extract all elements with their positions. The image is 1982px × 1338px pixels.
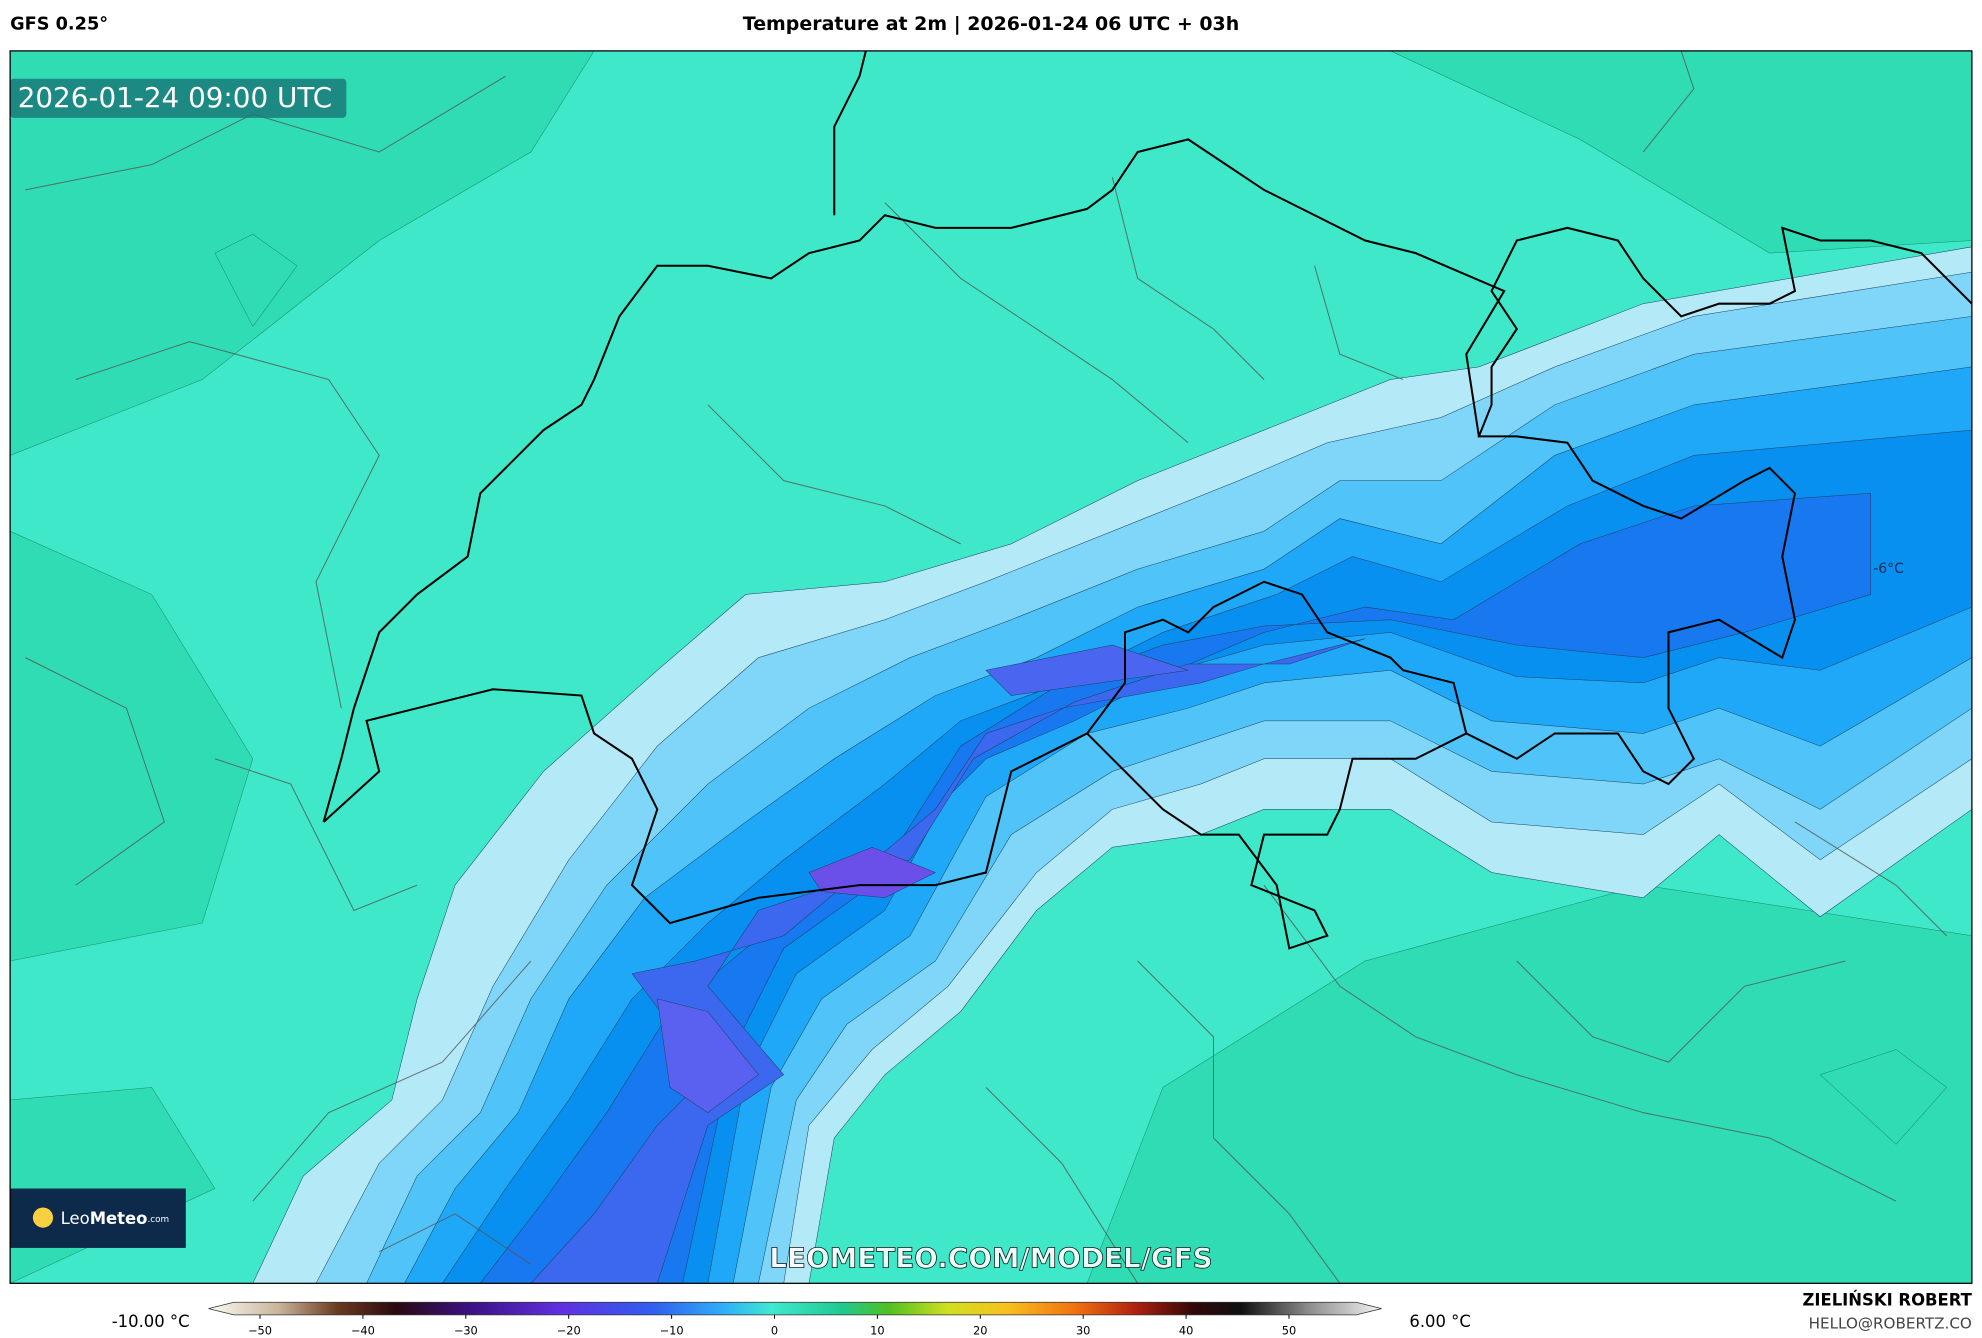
- warm-areas: [10, 50, 1972, 1284]
- watermark: LEOMETEO.COM/MODEL/GFS: [769, 1241, 1212, 1274]
- email: HELLO@ROBERTZ.CO: [1809, 1314, 1972, 1332]
- colorbar: −50 −40 −30 −20 −10 0 10 20 30 40 50: [208, 1301, 1382, 1337]
- min-value: -10.00 °C: [112, 1312, 190, 1331]
- logo-leo: Leo: [61, 1208, 90, 1227]
- map: 2026-01-24 09:00 UTC -6°C LEOMETEO.COM/M…: [10, 50, 1972, 1284]
- cold-band: [252, 246, 1972, 1284]
- max-value: 6.00 °C: [1409, 1312, 1470, 1331]
- colorbar-bar: [208, 1301, 1382, 1316]
- contour-label: -6°C: [1873, 561, 1904, 577]
- colorbar-tick-label: 0: [771, 1323, 778, 1337]
- colorbar-tick-label: −10: [660, 1323, 684, 1337]
- map-frame: [9, 50, 1973, 1284]
- valid-time: 2026-01-24 09:00 UTC: [18, 81, 332, 114]
- author: ZIELIŃSKI ROBERT: [1802, 1291, 1972, 1310]
- chart-title: Temperature at 2m | 2026-01-24 06 UTC + …: [743, 13, 1239, 35]
- model-label: GFS 0.25°: [10, 14, 108, 34]
- colorbar-tick-label: 50: [1282, 1323, 1296, 1337]
- logo-meteo: Meteo: [90, 1208, 148, 1227]
- colorbar-tick-label: −50: [248, 1323, 272, 1337]
- colorbar-tick-label: −40: [351, 1323, 375, 1337]
- colorbar-tick-label: −20: [557, 1323, 581, 1337]
- colorbar-tick-label: 10: [870, 1323, 884, 1337]
- colorbar-tick-label: 20: [973, 1323, 987, 1337]
- logo-com: .com: [147, 1214, 169, 1224]
- colorbar-tick-label: 40: [1179, 1323, 1193, 1337]
- time-badge: [10, 78, 347, 118]
- colorbar-tick-label: 30: [1076, 1323, 1090, 1337]
- colorbar-tick-label: −30: [454, 1323, 478, 1337]
- logo-text: LeoMeteo.com: [61, 1208, 169, 1227]
- logo-sun: [32, 1207, 54, 1228]
